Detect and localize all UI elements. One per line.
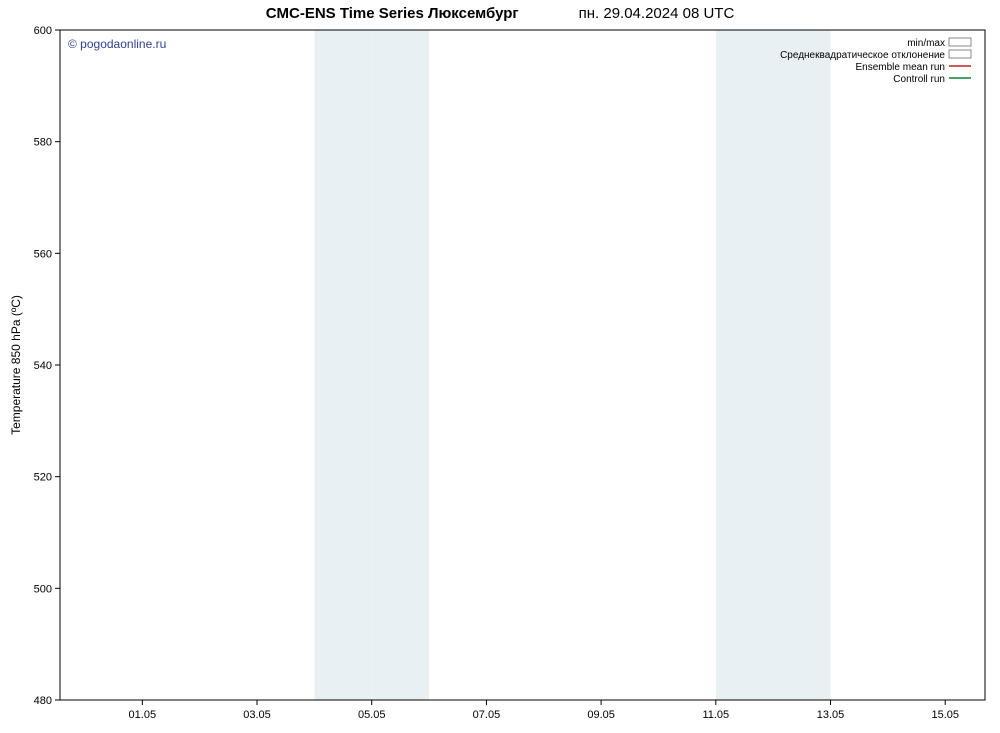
legend-label: min/max	[907, 38, 945, 49]
y-tick-label: 540	[34, 360, 52, 372]
y-tick-label: 560	[34, 248, 52, 260]
x-tick-label: 09.05	[587, 709, 615, 721]
title-location: Люксембург	[428, 5, 519, 22]
weekend-band	[314, 30, 371, 700]
legend-label: Среднеквадратическое отклонение	[780, 50, 945, 61]
x-tick-label: 13.05	[817, 709, 845, 721]
x-tick-label: 11.05	[702, 709, 729, 721]
legend-label: Controll run	[893, 74, 945, 85]
title-date: пн. 29.04.2024 08 UTC	[579, 5, 735, 22]
chart-title: CMC-ENS Time Series Люксембург пн. 29.04.…	[266, 5, 735, 22]
legend-label: Ensemble mean run	[856, 62, 946, 73]
y-axis-label: Temperature 850 hPa (ºC)	[9, 295, 23, 435]
y-tick-label: 600	[34, 25, 52, 37]
x-tick-label: 07.05	[473, 709, 501, 721]
y-tick-label: 500	[34, 583, 52, 595]
weekend-band	[372, 30, 429, 700]
x-tick-label: 15.05	[931, 709, 959, 721]
y-tick-label: 520	[34, 472, 52, 484]
x-tick-label: 05.05	[358, 709, 386, 721]
weekend-band	[716, 30, 773, 700]
attribution: © pogodaonline.ru	[68, 37, 166, 51]
x-tick-label: 03.05	[243, 709, 271, 721]
title-model: CMC-ENS Time Series	[266, 5, 428, 22]
chart-svg: 480 500 520 540 560 580 600 01.05 03.05 05.05 07.0…	[0, 0, 1000, 733]
x-tick-label: 01.05	[129, 709, 157, 721]
y-tick-label: 580	[34, 137, 52, 149]
y-tick-label: 480	[34, 695, 52, 707]
chart-container: 480 500 520 540 560 580 600 01.05 03.05 05.05 07.0…	[0, 0, 1000, 733]
weekend-band	[773, 30, 830, 700]
